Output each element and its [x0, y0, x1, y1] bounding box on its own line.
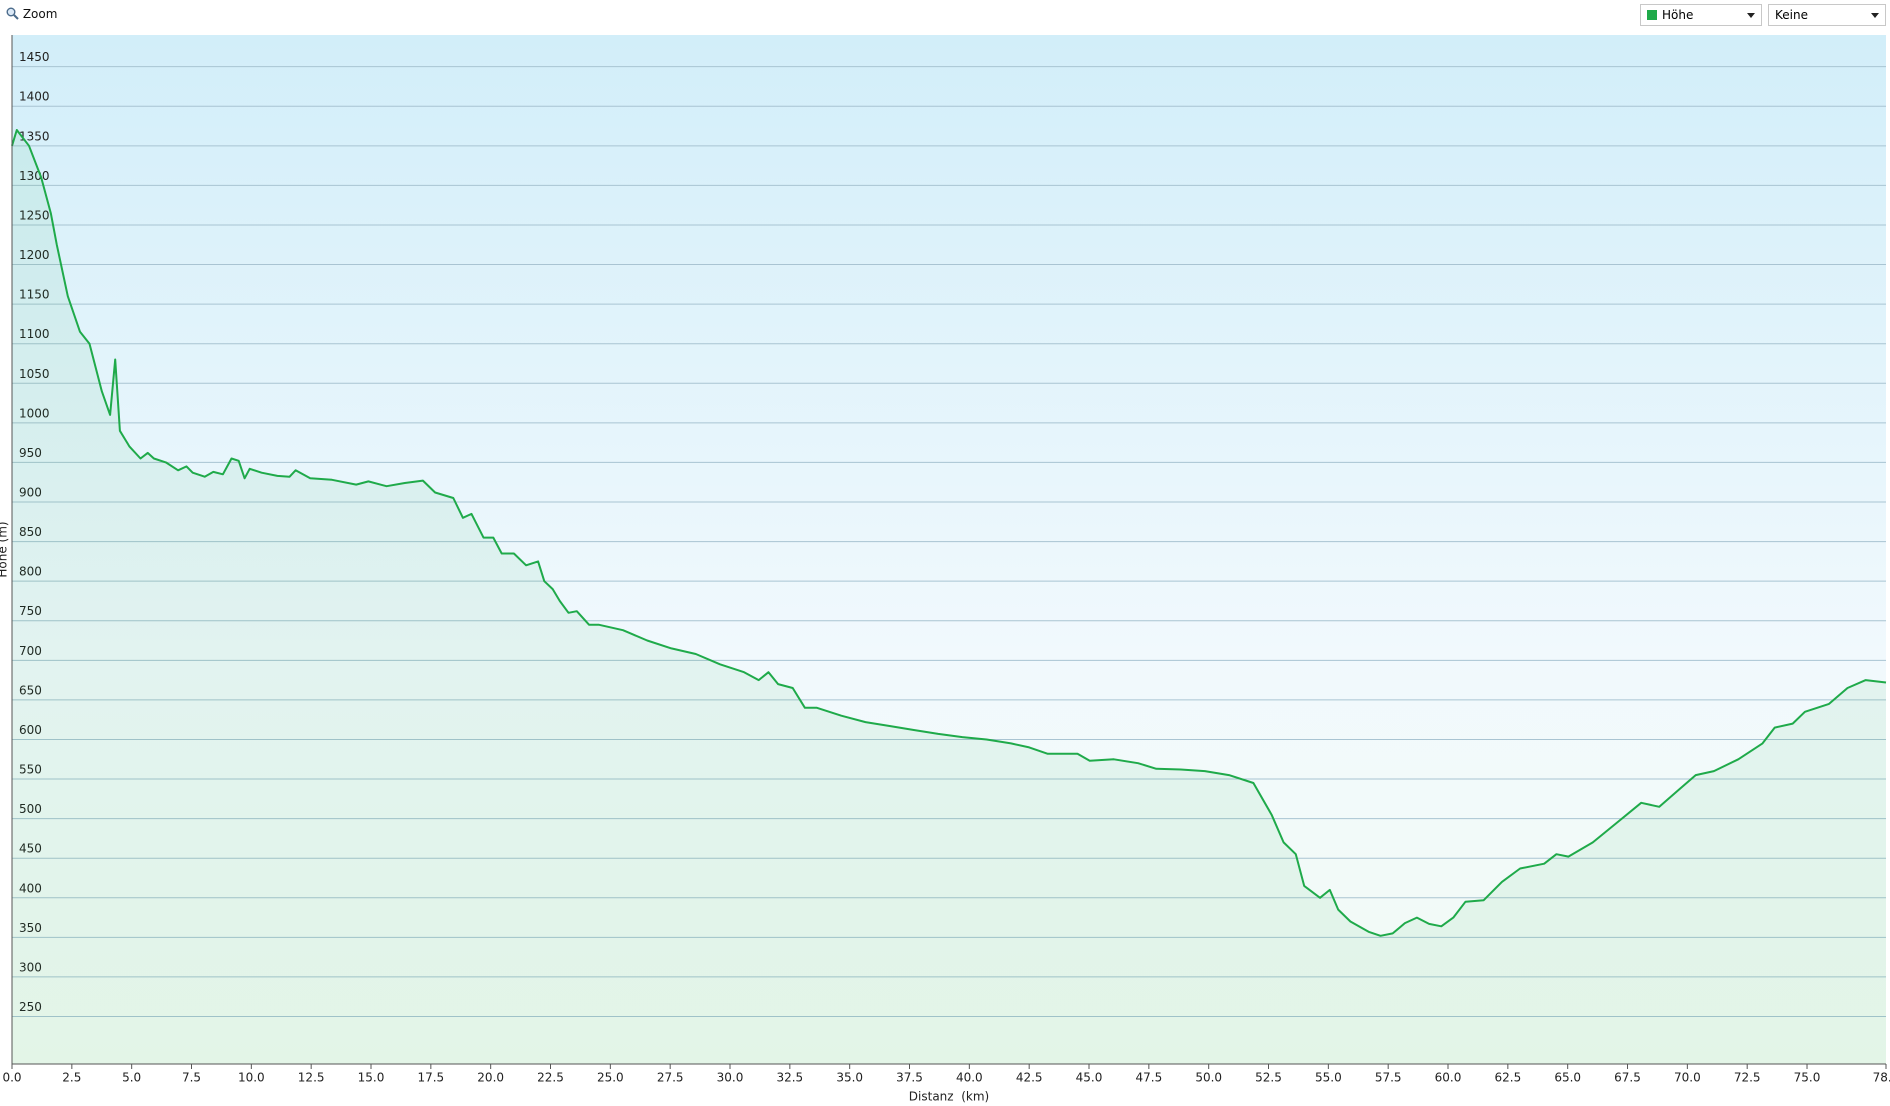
y-tick-label: 1150	[19, 288, 50, 302]
x-tick-label: 32.5	[776, 1071, 803, 1085]
x-tick-label: 42.5	[1016, 1071, 1043, 1085]
x-tick-label: 5.0	[122, 1071, 141, 1085]
x-axis-label: Distanz (km)	[909, 1090, 989, 1104]
compare-select[interactable]: Keine	[1768, 4, 1886, 26]
x-tick-label: 65.0	[1554, 1071, 1581, 1085]
y-tick-label: 650	[19, 683, 42, 697]
y-tick-label: 800	[19, 565, 42, 579]
y-axis-label: Höhe (m)	[0, 521, 10, 577]
x-tick-label: 30.0	[717, 1071, 744, 1085]
y-tick-label: 900	[19, 486, 42, 500]
y-tick-label: 1350	[19, 129, 50, 143]
x-tick-label: 0.0	[2, 1071, 21, 1085]
x-tick-label: 37.5	[896, 1071, 923, 1085]
series-select[interactable]: Höhe	[1640, 4, 1762, 26]
x-tick-label: 10.0	[238, 1071, 265, 1085]
elevation-line	[11, 129, 1887, 937]
x-tick-label: 2.5	[62, 1071, 81, 1085]
y-tick-label: 850	[19, 525, 42, 539]
x-tick-label: 78.3	[1873, 1071, 1890, 1085]
y-tick-label: 450	[19, 842, 42, 856]
y-tick-label: 300	[19, 960, 42, 974]
y-tick-label: 700	[19, 644, 42, 658]
zoom-icon	[6, 7, 19, 20]
x-tick-label: 57.5	[1375, 1071, 1402, 1085]
x-tick-label: 72.5	[1734, 1071, 1761, 1085]
y-tick-label: 600	[19, 723, 42, 737]
x-tick-label: 62.5	[1494, 1071, 1521, 1085]
series-swatch	[1647, 10, 1657, 20]
area-fill	[12, 130, 1886, 1064]
y-tick-label: 400	[19, 881, 42, 895]
dropdown-arrow	[1871, 13, 1879, 18]
x-tick-label: 52.5	[1255, 1071, 1282, 1085]
x-tick-label: 20.0	[477, 1071, 504, 1085]
y-tick-label: 500	[19, 802, 42, 816]
x-tick-label: 55.0	[1315, 1071, 1342, 1085]
y-tick-label: 1450	[19, 50, 50, 64]
plot-background	[12, 35, 1886, 1064]
x-tick-label: 17.5	[417, 1071, 444, 1085]
y-tick-label: 350	[19, 921, 42, 935]
y-tick-label: 950	[19, 446, 42, 460]
y-tick-label: 1200	[19, 248, 50, 262]
x-tick-label: 50.0	[1195, 1071, 1222, 1085]
x-tick-label: 47.5	[1135, 1071, 1162, 1085]
y-tick-label: 550	[19, 763, 42, 777]
x-tick-label: 75.0	[1794, 1071, 1821, 1085]
x-tick-label: 15.0	[358, 1071, 385, 1085]
y-tick-label: 250	[19, 1000, 42, 1014]
x-tick-label: 7.5	[182, 1071, 201, 1085]
x-tick-label: 35.0	[836, 1071, 863, 1085]
y-tick-label: 750	[19, 604, 42, 618]
x-tick-label: 60.0	[1435, 1071, 1462, 1085]
compare-select-label: Keine	[1775, 8, 1808, 22]
x-tick-label: 40.0	[956, 1071, 983, 1085]
x-tick-label: 67.5	[1614, 1071, 1641, 1085]
x-tick-label: 22.5	[537, 1071, 564, 1085]
y-tick-label: 1400	[19, 90, 50, 104]
series-select-label: Höhe	[1662, 8, 1694, 22]
y-tick-label: 1250	[19, 208, 50, 222]
x-tick-label: 12.5	[298, 1071, 325, 1085]
x-tick-label: 25.0	[597, 1071, 624, 1085]
zoom-label: Zoom	[22, 7, 58, 21]
dropdown-arrow	[1747, 13, 1755, 18]
y-tick-label: 1050	[19, 367, 50, 381]
y-tick-label: 1000	[19, 406, 50, 420]
zoom-button[interactable]: Zoom	[6, 7, 57, 21]
y-tick-label: 1100	[19, 327, 50, 341]
x-tick-label: 45.0	[1076, 1071, 1103, 1085]
x-tick-label: 27.5	[657, 1071, 684, 1085]
x-tick-label: 70.0	[1674, 1071, 1701, 1085]
